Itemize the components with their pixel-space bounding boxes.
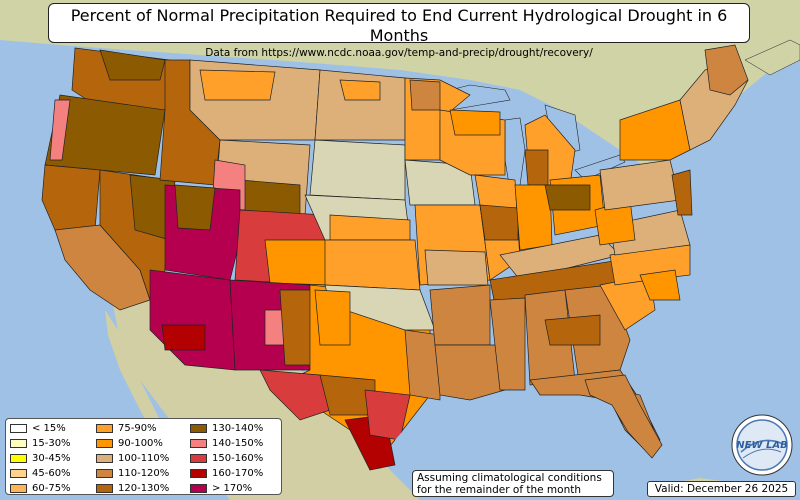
legend-label: 150-160%	[212, 453, 264, 464]
legend-item: 30-45%	[10, 451, 71, 466]
region-michigan-west	[524, 149, 549, 186]
legend-swatch	[190, 454, 207, 463]
legend-label: > 170%	[212, 483, 253, 494]
legend-item: 120-130%	[96, 481, 169, 496]
legend-swatch	[10, 469, 27, 478]
legend-label: 60-75%	[32, 483, 71, 494]
legend-item: 130-140%	[190, 421, 263, 436]
region-indiana	[514, 184, 553, 251]
legend-swatch	[190, 484, 207, 493]
legend-item: 100-110%	[96, 451, 169, 466]
legend-swatch	[96, 424, 113, 433]
region-north-dakota	[314, 69, 406, 141]
region-florida-peninsula	[584, 374, 663, 459]
region-texas-east	[404, 329, 441, 401]
legend-item: < 15%	[10, 421, 71, 436]
region-arizona-south	[161, 324, 206, 351]
legend-col-1: < 15% 15-30% 30-45% 45-60% 60-75%	[10, 421, 71, 496]
new-lab-logo-icon: NEW LAB	[731, 414, 793, 476]
legend-swatch	[96, 469, 113, 478]
nova-scotia	[744, 39, 800, 76]
legend-label: < 15%	[32, 423, 66, 434]
region-mississippi	[489, 297, 526, 391]
legend-label: 160-170%	[212, 468, 264, 479]
region-maine	[704, 44, 749, 96]
legend-swatch	[190, 469, 207, 478]
note-line-1: Assuming climatological conditions	[417, 472, 602, 484]
region-wisconsin-north	[449, 109, 501, 136]
legend-item: 60-75%	[10, 481, 71, 496]
region-texas-west	[259, 369, 331, 421]
legend-item: 150-160%	[190, 451, 263, 466]
region-utah-north	[174, 184, 216, 231]
legend-label: 110-120%	[118, 468, 170, 479]
region-louisiana	[434, 344, 506, 401]
map-title: Percent of Normal Precipitation Required…	[70, 6, 728, 45]
legend-swatch	[10, 439, 27, 448]
legend-label: 100-110%	[118, 453, 170, 464]
legend-label: 75-90%	[118, 423, 157, 434]
legend-swatch	[96, 439, 113, 448]
region-wyoming-central	[239, 179, 301, 216]
legend-item: 45-60%	[10, 466, 71, 481]
legend-item: > 170%	[190, 481, 263, 496]
legend-swatch	[96, 454, 113, 463]
region-georgia-north	[544, 314, 601, 346]
legend-label: 15-30%	[32, 438, 71, 449]
legend-label: 140-150%	[212, 438, 264, 449]
region-oregon-coast	[49, 99, 71, 161]
note-line-2: for the remainder of the month	[417, 484, 582, 496]
region-arkansas	[429, 284, 491, 346]
region-south-dakota	[309, 139, 406, 201]
baja-california	[105, 310, 170, 445]
region-washington-north	[99, 49, 166, 81]
legend-swatch	[96, 484, 113, 493]
region-new-york	[619, 99, 691, 161]
legend-item: 140-150%	[190, 436, 263, 451]
legend-col-3: 130-140% 140-150% 150-160% 160-170% > 17…	[190, 421, 263, 496]
region-ohio-north	[544, 184, 591, 211]
legend-swatch	[10, 484, 27, 493]
region-illinois-central	[479, 204, 519, 241]
region-california-north	[41, 164, 101, 231]
map-subtitle: Data from https://www.ncdc.noaa.gov/temp…	[205, 47, 593, 59]
region-new-jersey	[671, 169, 693, 216]
region-oklahoma-west	[314, 289, 351, 346]
legend-swatch	[190, 424, 207, 433]
legend-item: 90-100%	[96, 436, 169, 451]
region-north-dakota-east	[339, 79, 381, 101]
title-box: Percent of Normal Precipitation Required…	[48, 3, 750, 59]
region-colorado-east	[264, 239, 331, 286]
region-minnesota-north	[409, 79, 441, 111]
legend-item: 160-170%	[190, 466, 263, 481]
legend-item: 75-90%	[96, 421, 169, 436]
region-oregon	[44, 94, 166, 176]
logo-text: NEW LAB	[736, 440, 787, 451]
region-kansas	[324, 239, 421, 291]
legend-item: 110-120%	[96, 466, 169, 481]
legend-label: 30-45%	[32, 453, 71, 464]
legend-swatch	[190, 439, 207, 448]
legend-swatch	[10, 454, 27, 463]
legend-label: 120-130%	[118, 483, 170, 494]
legend-label: 45-60%	[32, 468, 71, 479]
legend-swatch	[10, 424, 27, 433]
legend-col-2: 75-90% 90-100% 100-110% 110-120% 120-130…	[96, 421, 169, 496]
region-missouri-south	[424, 249, 489, 286]
assumption-note: Assuming climatological conditions for t…	[412, 470, 614, 497]
legend-label: 130-140%	[212, 423, 264, 434]
legend-label: 90-100%	[118, 438, 163, 449]
legend: < 15% 15-30% 30-45% 45-60% 60-75% 75-90%…	[5, 418, 282, 495]
valid-date: Valid: December 26 2025	[647, 481, 796, 497]
region-nc-coast	[639, 269, 681, 301]
legend-item: 15-30%	[10, 436, 71, 451]
region-montana-east	[199, 69, 276, 101]
